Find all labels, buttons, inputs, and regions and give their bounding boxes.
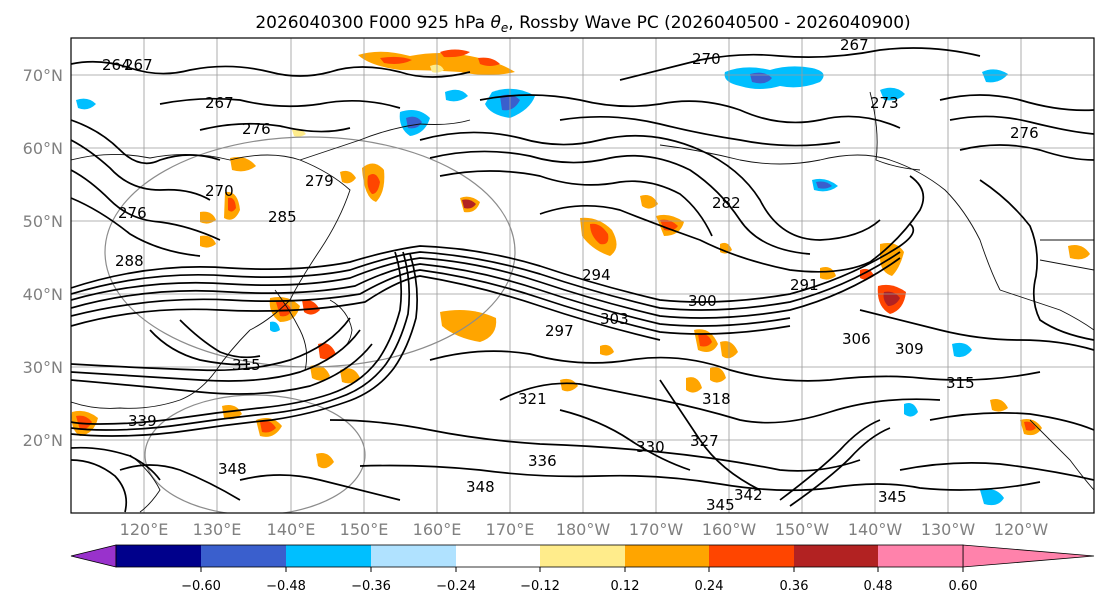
- lon-label: 160°W: [702, 520, 757, 539]
- longitude-labels: 120°E 130°E 140°E 150°E 160°E 170°E 180°…: [120, 520, 1049, 539]
- contour-label: 285: [268, 208, 297, 226]
- contour-label: 321: [518, 390, 547, 408]
- graticule: [71, 38, 1094, 513]
- contour-label: 291: [790, 276, 819, 294]
- contour-label: 303: [600, 310, 629, 328]
- contour-label: 267: [205, 94, 234, 112]
- colorbar-tick-label: 0.48: [864, 579, 893, 594]
- contour-label: 276: [118, 204, 147, 222]
- lat-label-40n: 40°N: [23, 285, 63, 304]
- latitude-labels: 70°N 60°N 50°N 40°N 30°N 20°N: [23, 66, 63, 450]
- lat-label-50n: 50°N: [23, 212, 63, 231]
- colorbar-tick-label: 0.36: [780, 579, 809, 594]
- colorbar-swatch: [709, 545, 794, 567]
- theta-e-contours: [71, 47, 1094, 513]
- figure-title: 2026040300 F000 925 hPa θe, Rossby Wave …: [255, 13, 910, 35]
- colorbar-tick-label: −0.24: [436, 579, 476, 594]
- contour-label: 267: [840, 36, 869, 54]
- colorbar-swatch: [794, 545, 878, 567]
- contour-label: 339: [128, 412, 157, 430]
- contour-label: 345: [878, 488, 907, 506]
- contour-label: 273: [870, 94, 899, 112]
- lon-label: 140°W: [848, 520, 903, 539]
- colorbar-tick-label: 0.60: [949, 579, 978, 594]
- lon-label: 150°W: [775, 520, 830, 539]
- contour-label: 282: [712, 194, 741, 212]
- lon-label: 150°E: [340, 520, 389, 539]
- colorbar-swatch: [116, 545, 201, 567]
- colorbar-swatch: [201, 545, 286, 567]
- contour-label: 267: [124, 56, 153, 74]
- contour-label: 315: [232, 356, 261, 374]
- lat-label-60n: 60°N: [23, 139, 63, 158]
- lon-label: 140°E: [267, 520, 316, 539]
- contour-labels: 264 267 267 267 270 270 273 276 276 276 …: [102, 36, 1039, 514]
- lon-label: 180°W: [556, 520, 611, 539]
- colorbar-swatch: [540, 545, 625, 567]
- contour-label: 297: [545, 322, 574, 340]
- contour-label: 309: [895, 340, 924, 358]
- contour-label: 327: [690, 432, 719, 450]
- colorbar-extend-right: [962, 544, 1095, 568]
- colorbar: −0.60 −0.48 −0.36 −0.24 −0.12 0.12 0.24 …: [70, 544, 1095, 594]
- contour-label: 270: [205, 182, 234, 200]
- lat-label-30n: 30°N: [23, 358, 63, 377]
- contour-label: 330: [636, 438, 665, 456]
- lon-label: 120°E: [120, 520, 169, 539]
- contour-label: 300: [688, 292, 717, 310]
- lat-label-20n: 20°N: [23, 431, 63, 450]
- colorbar-ticks: [200, 567, 964, 572]
- contour-label: 264: [102, 56, 131, 74]
- contour-label: 345: [706, 496, 735, 514]
- colorbar-tick-label: −0.60: [181, 579, 221, 594]
- colorbar-tick-label: −0.36: [351, 579, 391, 594]
- lon-label: 120°W: [994, 520, 1049, 539]
- contour-label: 270: [692, 50, 721, 68]
- contour-label: 336: [528, 452, 557, 470]
- colorbar-swatch: [371, 545, 456, 567]
- colorbar-swatch: [878, 545, 963, 567]
- colorbar-tick-label: 0.24: [695, 579, 724, 594]
- contour-label: 348: [466, 478, 495, 496]
- colorbar-swatch: [286, 545, 371, 567]
- contour-label: 276: [242, 120, 271, 138]
- lon-label: 130°W: [921, 520, 976, 539]
- contour-label: 288: [115, 252, 144, 270]
- contour-label: 315: [946, 374, 975, 392]
- lon-label: 170°W: [629, 520, 684, 539]
- colorbar-tick-label: 0.12: [611, 579, 640, 594]
- colorbar-swatch: [456, 545, 540, 567]
- colorbar-extend-left: [70, 544, 117, 568]
- colorbar-tick-label: −0.48: [266, 579, 306, 594]
- lon-label: 170°E: [486, 520, 535, 539]
- lon-label: 130°E: [193, 520, 242, 539]
- lon-label: 160°E: [413, 520, 462, 539]
- colorbar-swatch: [625, 545, 709, 567]
- map-panel: 264 267 267 267 270 270 273 276 276 276 …: [71, 36, 1094, 514]
- colorbar-tick-label: −0.12: [520, 579, 560, 594]
- map-frame: [70, 37, 1095, 514]
- contour-label: 279: [305, 172, 334, 190]
- contour-label: 276: [1010, 124, 1039, 142]
- contour-label: 342: [734, 486, 763, 504]
- contour-label: 306: [842, 330, 871, 348]
- contour-label: 294: [582, 266, 611, 284]
- region-outlines: [104, 136, 516, 513]
- contour-label: 348: [218, 460, 247, 478]
- lat-label-70n: 70°N: [23, 66, 63, 85]
- contour-label: 318: [702, 390, 731, 408]
